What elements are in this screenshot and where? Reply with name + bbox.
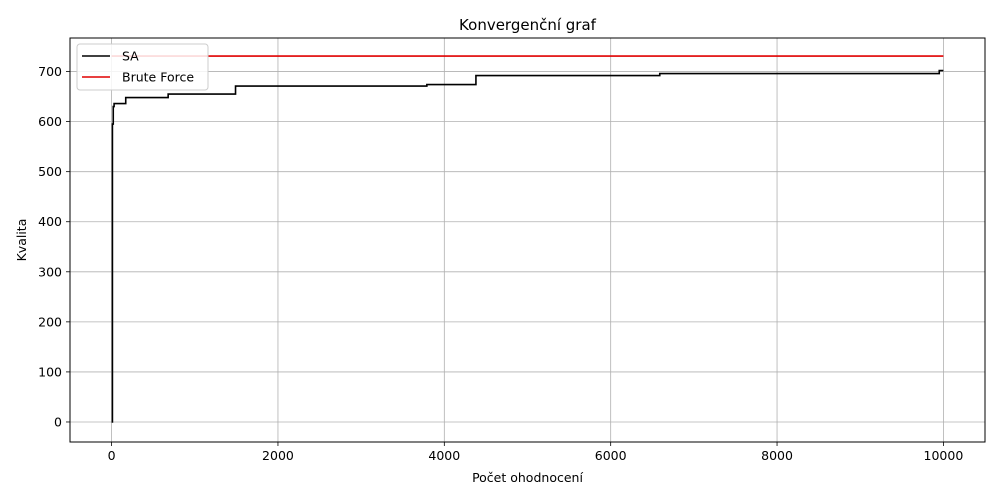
grid: [70, 38, 985, 442]
y-tick-label: 400: [38, 214, 62, 229]
y-axis-title: Kvalita: [14, 219, 29, 262]
series-line-sa: [111, 69, 944, 423]
chart-title: Konvergenční graf: [459, 16, 597, 34]
x-axis-title: Počet ohodnocení: [472, 470, 583, 485]
y-tick-label: 600: [38, 114, 62, 129]
ticks: 0 2000 4000 6000 8000 10000 0 100 200 300 400 500 60…: [38, 64, 963, 463]
x-tick-label: 6000: [595, 448, 627, 463]
y-tick-label: 300: [38, 264, 62, 279]
y-tick-label: 700: [38, 64, 62, 79]
x-tick-label: 10000: [924, 448, 964, 463]
legend-label-sa: SA: [122, 49, 139, 64]
series-layer: [111, 55, 944, 423]
x-tick-label: 4000: [428, 448, 460, 463]
y-tick-label: 0: [54, 414, 62, 429]
plot-frame: [69, 37, 986, 443]
x-tick-label: 2000: [262, 448, 294, 463]
legend: SA Brute Force: [76, 43, 209, 91]
y-tick-label: 100: [38, 364, 62, 379]
x-tick-label: 0: [108, 448, 116, 463]
x-tick-label: 8000: [761, 448, 793, 463]
y-tick-label: 500: [38, 164, 62, 179]
y-tick-label: 200: [38, 314, 62, 329]
legend-label-brute-force: Brute Force: [122, 70, 194, 85]
